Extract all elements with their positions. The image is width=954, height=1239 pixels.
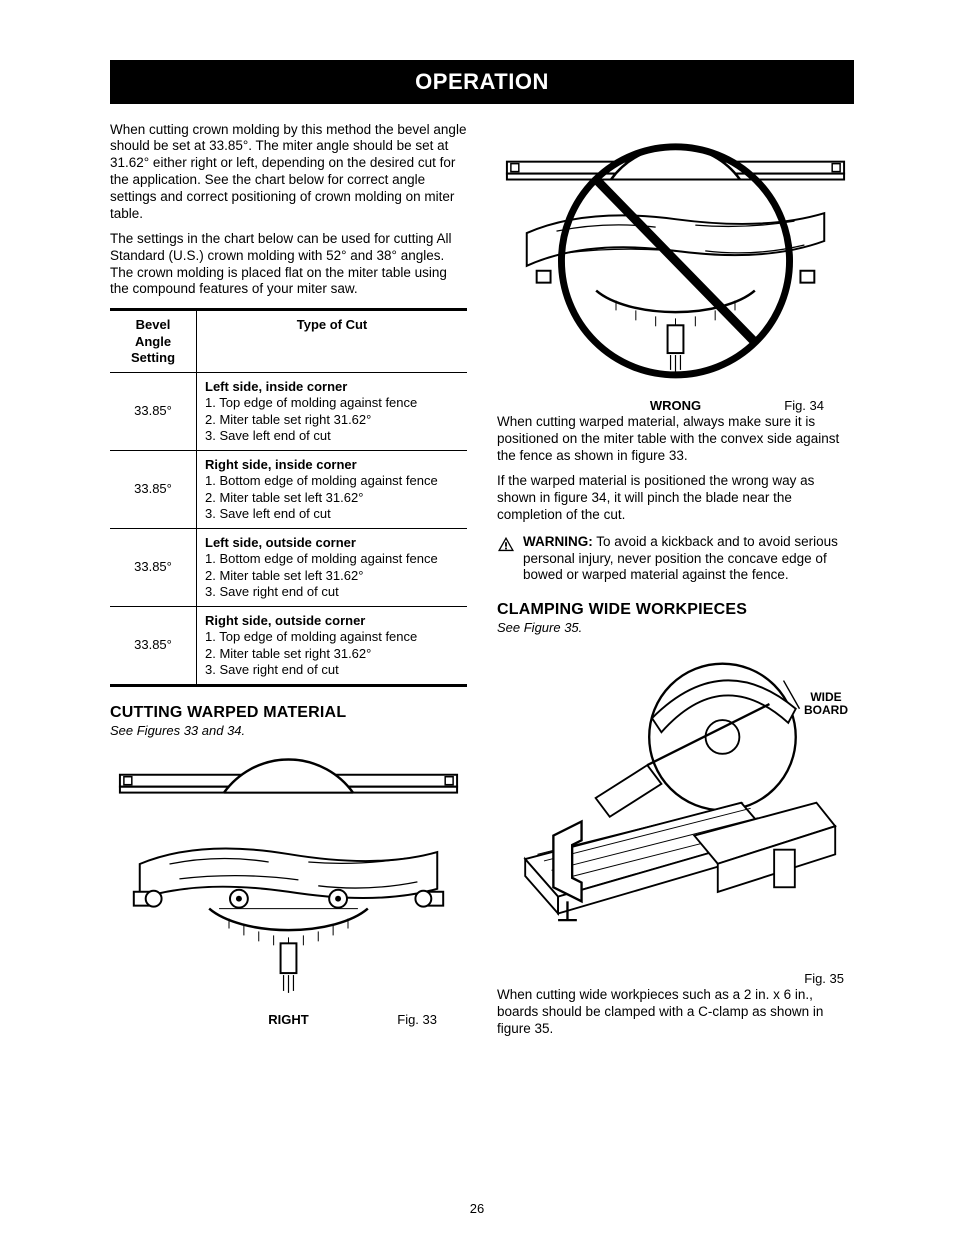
- warped-paragraph-2: If the warped material is positioned the…: [497, 473, 854, 524]
- fig-label: WRONG: [587, 398, 764, 414]
- fig-label: RIGHT: [200, 1012, 377, 1028]
- cut-line: 3. Save left end of cut: [205, 506, 459, 522]
- angle-cell: 33.85°: [110, 373, 197, 451]
- cut-cell: Right side, inside corner 1. Bottom edge…: [197, 451, 468, 529]
- warning-icon: [497, 536, 515, 552]
- section-heading-clamping: CLAMPING WIDE WORKPIECES: [497, 600, 854, 620]
- right-column: WRONG Fig. 34 When cutting warped materi…: [497, 122, 854, 1046]
- figure-34-caption: WRONG Fig. 34: [497, 398, 854, 414]
- cut-line: 2. Miter table set right 31.62°: [205, 646, 459, 662]
- figure-33: RIGHT Fig. 33: [110, 745, 467, 1028]
- col-header-bevel: Bevel Angle Setting: [110, 310, 197, 373]
- see-figure-ref: See Figure 35.: [497, 620, 854, 636]
- cut-line: 1. Top edge of molding against fence: [205, 395, 459, 411]
- callout-line1: WIDE: [804, 691, 848, 704]
- bevel-angle-table: Bevel Angle Setting Type of Cut 33.85° L…: [110, 308, 467, 687]
- cut-line: 2. Miter table set left 31.62°: [205, 490, 459, 506]
- cut-line: 1. Bottom edge of molding against fence: [205, 551, 459, 567]
- cut-title: Left side, outside corner: [205, 535, 459, 551]
- figure-33-caption: RIGHT Fig. 33: [110, 1012, 467, 1028]
- cut-title: Left side, inside corner: [205, 379, 459, 395]
- angle-cell: 33.85°: [110, 607, 197, 686]
- miter-saw-right-illustration: [110, 745, 467, 1003]
- col-header-type: Type of Cut: [197, 310, 468, 373]
- cut-cell: Left side, outside corner 1. Bottom edge…: [197, 529, 468, 607]
- cut-cell: Left side, inside corner 1. Top edge of …: [197, 373, 468, 451]
- section-heading-warped: CUTTING WARPED MATERIAL: [110, 703, 467, 723]
- cut-line: 2. Miter table set right 31.62°: [205, 412, 459, 428]
- page: OPERATION When cutting crown molding by …: [0, 0, 954, 1239]
- fig-number: Fig. 33: [377, 1012, 437, 1028]
- warning-block: WARNING: To avoid a kickback and to avoi…: [497, 534, 854, 585]
- table-row: 33.85° Right side, inside corner 1. Bott…: [110, 451, 467, 529]
- cut-line: 3. Save right end of cut: [205, 662, 459, 678]
- figure-35-caption: Fig. 35: [497, 971, 854, 987]
- warning-label: WARNING:: [523, 534, 593, 549]
- table-row: 33.85° Left side, outside corner 1. Bott…: [110, 529, 467, 607]
- section-banner: OPERATION: [110, 60, 854, 104]
- cut-title: Right side, outside corner: [205, 613, 459, 629]
- intro-paragraph-1: When cutting crown molding by this metho…: [110, 122, 467, 223]
- cut-line: 2. Miter table set left 31.62°: [205, 568, 459, 584]
- cut-cell: Right side, outside corner 1. Top edge o…: [197, 607, 468, 686]
- cut-line: 1. Top edge of molding against fence: [205, 629, 459, 645]
- fig-number: Fig. 34: [764, 398, 824, 414]
- warning-text: WARNING: To avoid a kickback and to avoi…: [523, 534, 854, 585]
- angle-cell: 33.85°: [110, 451, 197, 529]
- left-column: When cutting crown molding by this metho…: [110, 122, 467, 1046]
- table-row: 33.85° Left side, inside corner 1. Top e…: [110, 373, 467, 451]
- cut-line: 3. Save left end of cut: [205, 428, 459, 444]
- table-header-row: Bevel Angle Setting Type of Cut: [110, 310, 467, 373]
- warped-paragraph-1: When cutting warped material, always mak…: [497, 414, 854, 465]
- wide-board-callout: WIDE BOARD: [804, 691, 848, 717]
- see-figure-ref: See Figures 33 and 34.: [110, 723, 467, 739]
- figure-34: WRONG Fig. 34: [497, 122, 854, 415]
- cut-title: Right side, inside corner: [205, 457, 459, 473]
- cut-line: 1. Bottom edge of molding against fence: [205, 473, 459, 489]
- figure-35: WIDE BOARD Fig. 35: [497, 643, 854, 988]
- callout-line2: BOARD: [804, 704, 848, 717]
- fig-number: Fig. 35: [784, 971, 844, 987]
- page-number: 26: [0, 1201, 954, 1217]
- table-row: 33.85° Right side, outside corner 1. Top…: [110, 607, 467, 686]
- two-column-layout: When cutting crown molding by this metho…: [110, 122, 854, 1046]
- intro-paragraph-2: The settings in the chart below can be u…: [110, 231, 467, 299]
- miter-saw-wrong-illustration: [497, 122, 854, 390]
- clamping-paragraph: When cutting wide workpieces such as a 2…: [497, 987, 854, 1038]
- cut-line: 3. Save right end of cut: [205, 584, 459, 600]
- angle-cell: 33.85°: [110, 529, 197, 607]
- clamping-illustration: [497, 643, 854, 962]
